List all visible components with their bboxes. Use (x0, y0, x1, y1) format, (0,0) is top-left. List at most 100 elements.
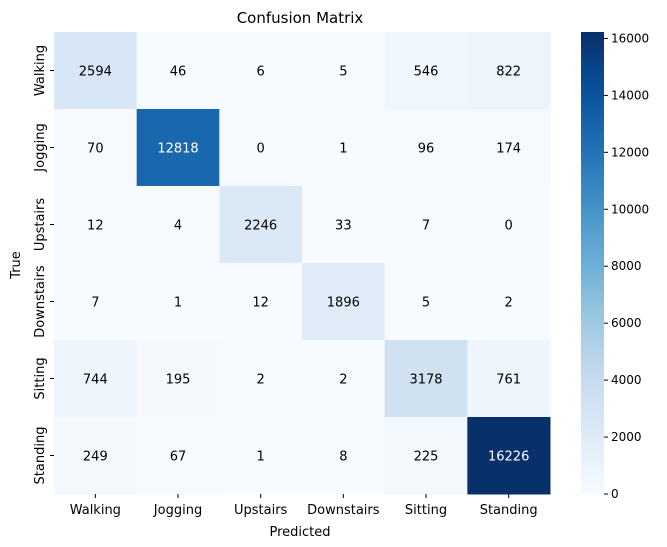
heatmap-cell (384, 417, 468, 495)
y-tick-label: Jogging (33, 123, 48, 172)
heatmap-cell (136, 417, 220, 495)
cell-value-label: 5 (422, 296, 430, 311)
heatmap-cell (302, 263, 386, 341)
x-tick-label: Jogging (153, 503, 202, 518)
heatmap-cell (467, 109, 551, 187)
heatmap-cell (136, 340, 220, 418)
y-axis-label: True (9, 251, 24, 280)
cell-value-label: 67 (170, 450, 187, 465)
cell-value-label: 8 (339, 450, 347, 465)
y-tick-label: Upstairs (33, 198, 48, 252)
heatmap-cell (467, 417, 551, 495)
heatmap-cell (136, 32, 220, 110)
heatmap-cell (136, 263, 220, 341)
cell-value-label: 1896 (327, 296, 360, 311)
cell-value-label: 195 (166, 373, 191, 388)
cell-value-label: 2246 (244, 219, 277, 234)
x-tick-label: Standing (480, 503, 538, 518)
cell-value-label: 16226 (488, 450, 529, 465)
colorbar-tick-label: 4000 (611, 373, 642, 387)
x-tick-label: Walking (70, 503, 121, 518)
cell-value-label: 1 (174, 296, 182, 311)
heatmap-cell (54, 109, 138, 187)
heatmap-cell (467, 340, 551, 418)
cell-value-label: 225 (414, 450, 439, 465)
cell-value-label: 4 (174, 219, 182, 234)
cell-value-label: 12 (87, 219, 104, 234)
cell-value-label: 1 (339, 142, 347, 157)
cell-value-label: 174 (496, 142, 521, 157)
x-tick-label: Downstairs (307, 503, 380, 518)
cell-value-label: 2 (505, 296, 513, 311)
heatmap-cell (219, 263, 303, 341)
cell-value-label: 2594 (79, 65, 112, 80)
colorbar-tick-label: 12000 (611, 145, 649, 159)
chart-title: Confusion Matrix (237, 9, 364, 27)
heatmap-cell (302, 417, 386, 495)
cell-value-label: 744 (83, 373, 108, 388)
colorbar-tick-label: 2000 (611, 430, 642, 444)
cell-value-label: 46 (170, 65, 187, 80)
cell-value-label: 822 (496, 65, 521, 80)
cell-value-label: 7 (91, 296, 99, 311)
colorbar-tick-label: 10000 (611, 202, 649, 216)
colorbar: 0 2000 4000 6000 8000 10000 12000 14000 16000 (581, 31, 649, 501)
heatmap-cell (467, 186, 551, 264)
colorbar-tick-label: 16000 (611, 31, 649, 45)
heatmap-cell (54, 186, 138, 264)
colorbar-tick-label: 14000 (611, 88, 649, 102)
heatmap-cell (219, 109, 303, 187)
heatmap-cell (384, 340, 468, 418)
heatmap-cell (302, 340, 386, 418)
heatmap-cell (219, 32, 303, 110)
colorbar-gradient (581, 32, 604, 494)
heatmap-cell (384, 186, 468, 264)
y-tick-label: Walking (33, 45, 48, 96)
cell-value-label: 1 (257, 450, 265, 465)
cell-value-label: 2 (257, 373, 265, 388)
x-axis: Walking Jogging Upstairs Downstairs Sitting S… (70, 494, 538, 518)
heatmap-cell (136, 109, 220, 187)
heatmap-cell (219, 340, 303, 418)
heatmap-cell (384, 263, 468, 341)
x-axis-label: Predicted (269, 525, 330, 540)
colorbar-tick-label: 0 (611, 487, 619, 501)
heatmap-cell (384, 32, 468, 110)
heatmap-cell (384, 109, 468, 187)
cell-value-label: 96 (418, 142, 435, 157)
cell-value-label: 12818 (157, 142, 198, 157)
cell-value-label: 0 (505, 219, 513, 234)
x-tick-label: Upstairs (234, 503, 288, 518)
heatmap-cell (54, 263, 138, 341)
cell-value-label: 761 (496, 373, 521, 388)
heatmap-cell (302, 186, 386, 264)
cell-value-label: 5 (339, 65, 347, 80)
colorbar-tick-label: 8000 (611, 259, 642, 273)
cell-value-label: 0 (257, 142, 265, 157)
cell-value-label: 546 (414, 65, 439, 80)
cell-value-label: 7 (422, 219, 430, 234)
y-axis: Walking Jogging Upstairs Downstairs Sitting S… (33, 45, 54, 485)
colorbar-tick-label: 6000 (611, 316, 642, 330)
heatmap-cell (467, 263, 551, 341)
cell-value-label: 249 (83, 450, 108, 465)
y-tick-label: Downstairs (33, 265, 48, 338)
heatmap-cell (302, 32, 386, 110)
y-tick-label: Standing (33, 427, 48, 485)
heatmap-cell (54, 32, 138, 110)
heatmap-cell (467, 32, 551, 110)
y-tick-label: Sitting (33, 357, 48, 399)
cell-value-label: 12 (252, 296, 269, 311)
heatmap-cell (219, 186, 303, 264)
cell-value-label: 33 (335, 219, 352, 234)
heatmap-cell (136, 186, 220, 264)
heatmap-cell (219, 417, 303, 495)
cell-value-label: 3178 (409, 373, 442, 388)
heatmap-cell (54, 340, 138, 418)
cell-value-label: 6 (257, 65, 265, 80)
heatmap-cell (302, 109, 386, 187)
cell-value-label: 2 (339, 373, 347, 388)
x-tick-label: Sitting (405, 503, 447, 518)
